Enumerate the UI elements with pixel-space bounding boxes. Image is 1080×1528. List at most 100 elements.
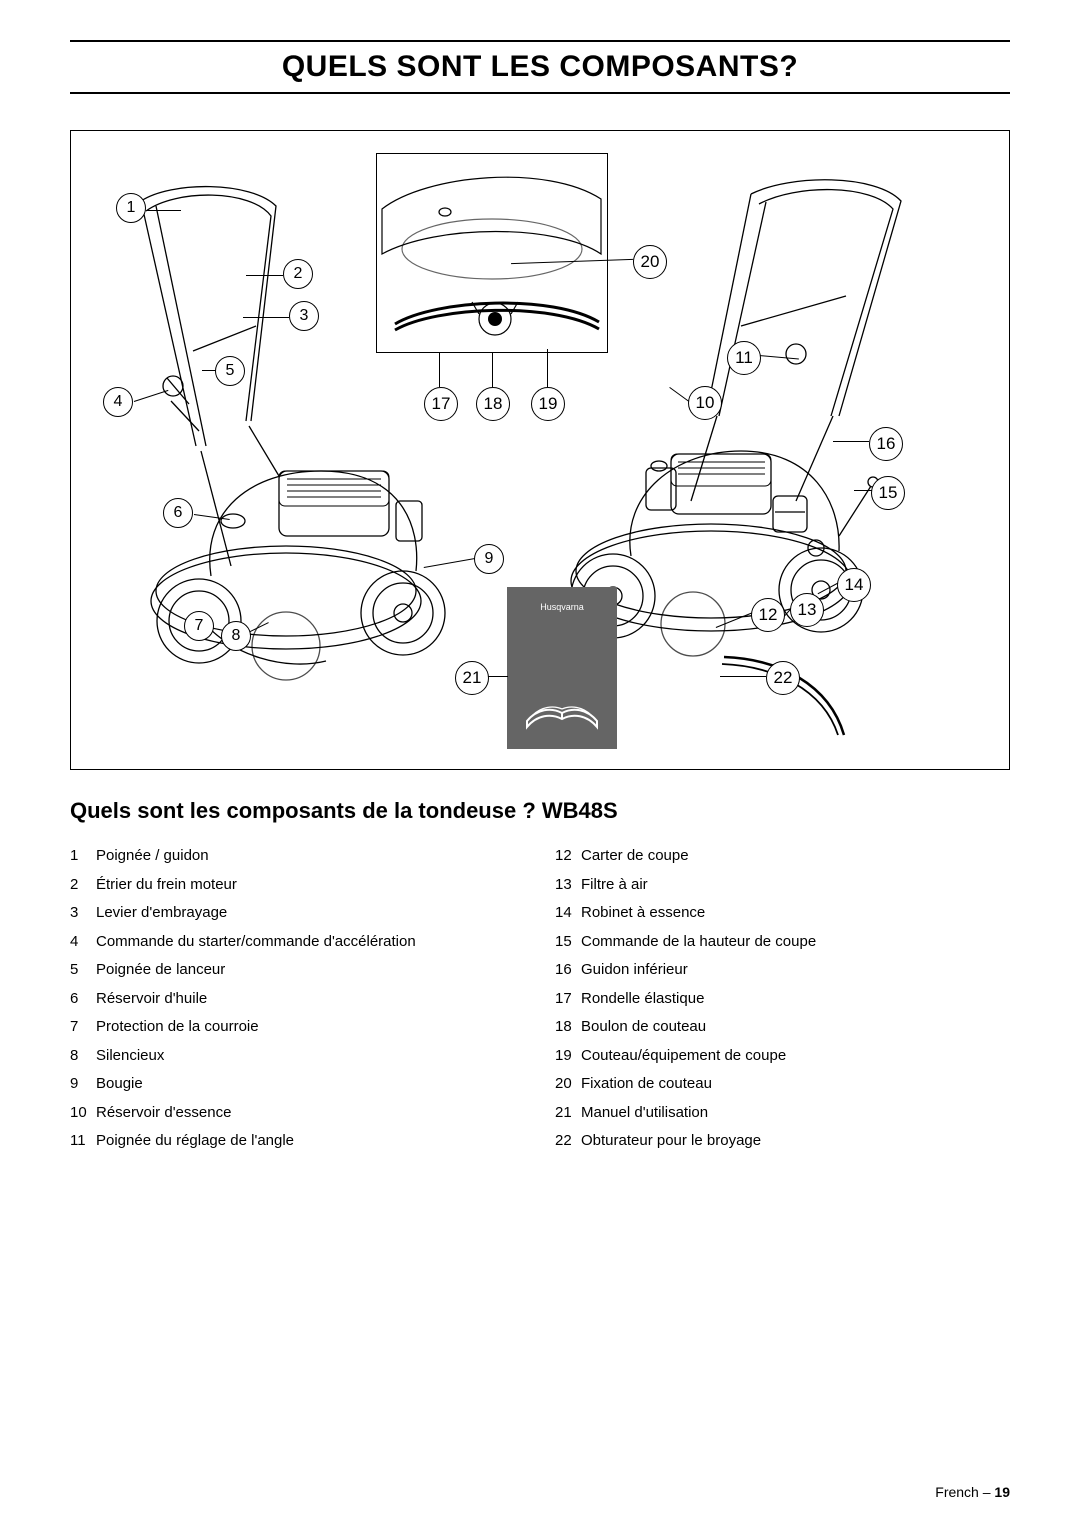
component-item: 15Commande de la hauteur de coupe (555, 928, 1010, 957)
component-number: 1 (70, 842, 96, 871)
component-label: Étrier du frein moteur (96, 871, 237, 900)
component-number: 11 (70, 1127, 96, 1156)
callout-8: 8 (221, 621, 251, 651)
component-label: Manuel d'utilisation (581, 1099, 708, 1128)
footer-language: French (935, 1484, 979, 1500)
component-number: 9 (70, 1070, 96, 1099)
component-item: 1Poignée / guidon (70, 842, 525, 871)
callout-9: 9 (474, 544, 504, 574)
component-label: Boulon de couteau (581, 1013, 706, 1042)
component-item: 7Protection de la courroie (70, 1013, 525, 1042)
leader-line (486, 676, 508, 677)
component-item: 14Robinet à essence (555, 899, 1010, 928)
component-label: Guidon inférieur (581, 956, 688, 985)
leader-line (720, 676, 766, 677)
callout-19: 19 (531, 387, 565, 421)
callout-2: 2 (283, 259, 313, 289)
callout-13: 13 (790, 593, 824, 627)
component-item: 9Bougie (70, 1070, 525, 1099)
component-number: 12 (555, 842, 581, 871)
component-item: 18Boulon de couteau (555, 1013, 1010, 1042)
component-number: 4 (70, 928, 96, 957)
callout-1: 1 (116, 193, 146, 223)
component-number: 6 (70, 985, 96, 1014)
component-label: Commande du starter/commande d'accélérat… (96, 928, 416, 957)
component-label: Poignée / guidon (96, 842, 209, 871)
component-label: Obturateur pour le broyage (581, 1127, 761, 1156)
component-item: 8Silencieux (70, 1042, 525, 1071)
leader-line (243, 317, 289, 318)
component-item: 6Réservoir d'huile (70, 985, 525, 1014)
footer-separator: – (983, 1484, 991, 1500)
component-number: 16 (555, 956, 581, 985)
component-label: Levier d'embrayage (96, 899, 227, 928)
component-item: 20Fixation de couteau (555, 1070, 1010, 1099)
component-number: 3 (70, 899, 96, 928)
component-label: Poignée de lanceur (96, 956, 225, 985)
component-label: Réservoir d'essence (96, 1099, 231, 1128)
leader-line (246, 275, 283, 276)
components-column-1: 1Poignée / guidon2Étrier du frein moteur… (70, 842, 525, 1156)
component-number: 17 (555, 985, 581, 1014)
callout-17: 17 (424, 387, 458, 421)
component-number: 19 (555, 1042, 581, 1071)
callout-11: 11 (727, 341, 761, 375)
component-item: 2Étrier du frein moteur (70, 871, 525, 900)
manual-icon: Husqvarna (507, 587, 617, 749)
callout-18: 18 (476, 387, 510, 421)
callout-22: 22 (766, 661, 800, 695)
subtitle: Quels sont les composants de la tondeuse… (70, 798, 1010, 824)
component-label: Filtre à air (581, 871, 648, 900)
components-column-2: 12Carter de coupe13Filtre à air14Robinet… (555, 842, 1010, 1156)
component-number: 20 (555, 1070, 581, 1099)
open-book-icon (523, 669, 601, 735)
component-number: 18 (555, 1013, 581, 1042)
footer-page-number: 19 (994, 1484, 1010, 1500)
components-list: 1Poignée / guidon2Étrier du frein moteur… (70, 842, 1010, 1156)
component-number: 13 (555, 871, 581, 900)
component-item: 19Couteau/équipement de coupe (555, 1042, 1010, 1071)
component-number: 10 (70, 1099, 96, 1128)
components-diagram: Husqvarna 12345678910111213 (70, 130, 1010, 770)
component-item: 11Poignée du réglage de l'angle (70, 1127, 525, 1156)
component-item: 5Poignée de lanceur (70, 956, 525, 985)
leader-line (439, 353, 440, 387)
callout-10: 10 (688, 386, 722, 420)
component-number: 5 (70, 956, 96, 985)
component-item: 13Filtre à air (555, 871, 1010, 900)
leader-line (202, 370, 216, 371)
callout-7: 7 (184, 611, 214, 641)
component-number: 21 (555, 1099, 581, 1128)
callout-3: 3 (289, 301, 319, 331)
component-label: Bougie (96, 1070, 143, 1099)
leader-line (854, 490, 872, 491)
component-item: 22Obturateur pour le broyage (555, 1127, 1010, 1156)
component-label: Réservoir d'huile (96, 985, 207, 1014)
component-label: Protection de la courroie (96, 1013, 259, 1042)
callout-16: 16 (869, 427, 903, 461)
page-title: QUELS SONT LES COMPOSANTS? (70, 50, 1010, 84)
component-item: 17Rondelle élastique (555, 985, 1010, 1014)
component-item: 21Manuel d'utilisation (555, 1099, 1010, 1128)
component-item: 16Guidon inférieur (555, 956, 1010, 985)
page-number: French – 19 (935, 1484, 1010, 1500)
component-label: Robinet à essence (581, 899, 705, 928)
component-item: 10Réservoir d'essence (70, 1099, 525, 1128)
component-item: 3Levier d'embrayage (70, 899, 525, 928)
leader-line (833, 441, 869, 442)
callout-14: 14 (837, 568, 871, 602)
callout-15: 15 (871, 476, 905, 510)
component-number: 15 (555, 928, 581, 957)
callout-6: 6 (163, 498, 193, 528)
component-label: Rondelle élastique (581, 985, 704, 1014)
component-number: 14 (555, 899, 581, 928)
leader-line (492, 353, 493, 387)
component-number: 8 (70, 1042, 96, 1071)
component-number: 22 (555, 1127, 581, 1156)
callout-21: 21 (455, 661, 489, 695)
blade-inset-illustration (376, 153, 608, 353)
callout-5: 5 (215, 356, 245, 386)
manual-brand-label: Husqvarna (540, 602, 584, 612)
leader-line (147, 210, 181, 211)
component-item: 4Commande du starter/commande d'accéléra… (70, 928, 525, 957)
